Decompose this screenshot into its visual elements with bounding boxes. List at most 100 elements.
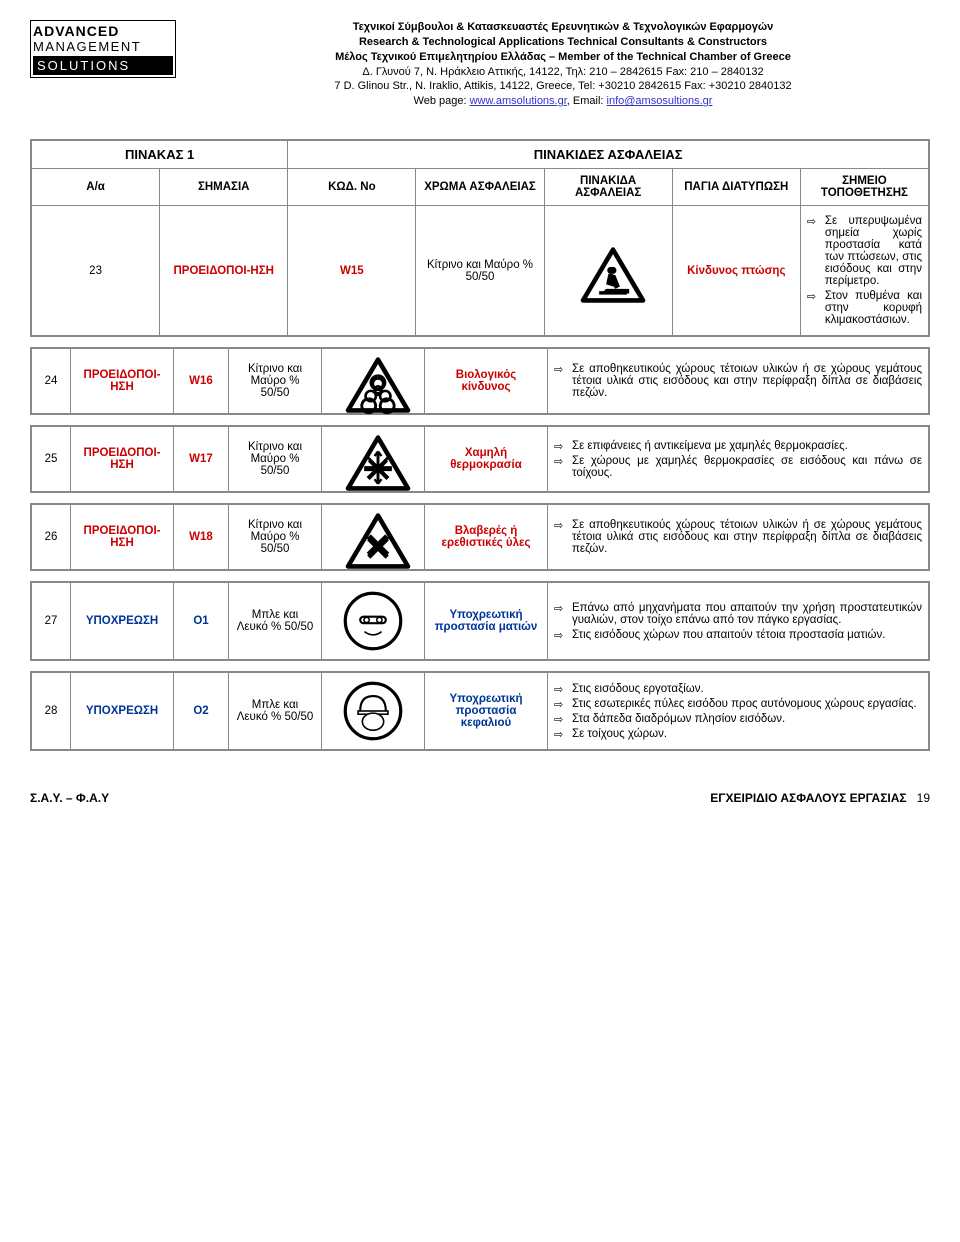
safety-sign-icon — [578, 245, 638, 297]
safety-sign-icon — [343, 433, 403, 485]
location-list: Σε αποθηκευτικούς χώρους τέτοιων υλικών … — [554, 363, 922, 399]
table-row: 24 ΠΡΟΕΙΔΟΠΟΙ-ΗΣΗ W16 Κίτρινο και Μαύρο … — [32, 349, 929, 414]
table-wrapper-top: ΠΙΝΑΚΑΣ 1 ΠΙΝΑΚΙΔΕΣ ΑΣΦΑΛΕΙΑΣ Α/α ΣΗΜΑΣΙ… — [30, 139, 930, 337]
safety-table-header: ΠΙΝΑΚΑΣ 1 ΠΙΝΑΚΙΔΕΣ ΑΣΦΑΛΕΙΑΣ Α/α ΣΗΜΑΣΙ… — [31, 140, 929, 336]
location-item: Στις εισόδους εργοταξίων. — [554, 683, 922, 695]
table-title-left: ΠΙΝΑΚΑΣ 1 — [32, 141, 288, 169]
cell-color: Κίτρινο και Μαύρο % 50/50 — [416, 206, 544, 336]
cell-location: Σε επιφάνειες ή αντικείμενα με χαμηλές θ… — [548, 427, 929, 492]
header-line5: 7 D. Glinou Str., N. Iraklio, Attikis, 1… — [334, 80, 791, 92]
location-item: Σε αποθηκευτικούς χώρους τέτοιων υλικών … — [554, 519, 922, 555]
cell-idx: 28 — [32, 673, 71, 750]
location-item: Στα δάπεδα διαδρόμων πλησίον εισόδων. — [554, 713, 922, 725]
th-pagia: ΠΑΓΙΑ ΔΙΑΤΥΠΩΣΗ — [672, 169, 800, 206]
cell-location: Επάνω από μηχανήματα που απαιτούν την χρ… — [548, 583, 929, 660]
th-xroma: ΧΡΩΜΑ ΑΣΦΑΛΕΙΑΣ — [416, 169, 544, 206]
location-item: Στον πυθμένα και στην κορυφή κλιμακοστάσ… — [807, 290, 922, 326]
table-wrapper: 28 ΥΠΟΧΡΕΩΣΗ O2 Μπλε και Λευκό % 50/50 Υ… — [30, 671, 930, 751]
table-row: 28 ΥΠΟΧΡΕΩΣΗ O2 Μπλε και Λευκό % 50/50 Υ… — [32, 673, 929, 750]
location-item: Σε υπερυψωμένα σημεία χωρίς προστασία κα… — [807, 215, 922, 287]
footer-center: ΕΓΧΕΙΡΙΔΙΟ ΑΣΦΑΛΟΥΣ ΕΡΓΑΣΙΑΣ — [710, 791, 906, 805]
header-line6c: , Email: — [567, 95, 607, 107]
cell-idx: 26 — [32, 505, 71, 570]
th-loc: ΣΗΜΕΙΟ ΤΟΠΟΘΕΤΗΣΗΣ — [800, 169, 928, 206]
cell-wording: Βλαβερές ή ερεθιστικές ύλες — [425, 505, 548, 570]
cell-code: W16 — [174, 349, 229, 414]
cell-idx: 25 — [32, 427, 71, 492]
table-row: 26 ΠΡΟΕΙΔΟΠΟΙ-ΗΣΗ W18 Κίτρινο και Μαύρο … — [32, 505, 929, 570]
cell-sign — [322, 673, 425, 750]
table-row: 25 ΠΡΟΕΙΔΟΠΟΙ-ΗΣΗ W17 Κίτρινο και Μαύρο … — [32, 427, 929, 492]
cell-meaning: ΠΡΟΕΙΔΟΠΟΙ-ΗΣΗ — [71, 349, 174, 414]
header-text-block: Τεχνικοί Σύμβουλοι & Κατασκευαστές Ερευν… — [196, 20, 930, 109]
cell-wording: Υποχρεωτική προστασία ματιών — [425, 583, 548, 660]
table-wrapper: 27 ΥΠΟΧΡΕΩΣΗ O1 Μπλε και Λευκό % 50/50 Υ… — [30, 581, 930, 661]
location-item: Σε χώρους με χαμηλές θερμοκρασίες σε εισ… — [554, 455, 922, 479]
cell-idx: 24 — [32, 349, 71, 414]
cell-wording: Κίνδυνος πτώσης — [672, 206, 800, 336]
logo-line2: MANAGEMENT — [33, 39, 173, 54]
table-wrapper: 25 ΠΡΟΕΙΔΟΠΟΙ-ΗΣΗ W17 Κίτρινο και Μαύρο … — [30, 425, 930, 493]
safety-sign-icon — [343, 511, 403, 563]
cell-idx: 23 — [32, 206, 160, 336]
header-line1: Τεχνικοί Σύμβουλοι & Κατασκευαστές Ερευν… — [353, 21, 774, 33]
page-number: 19 — [917, 791, 930, 805]
cell-code: O2 — [174, 673, 229, 750]
cell-meaning: ΥΠΟΧΡΕΩΣΗ — [71, 583, 174, 660]
location-item: Σε αποθηκευτικούς χώρους τέτοιων υλικών … — [554, 363, 922, 399]
header-line4: Δ. Γλυνού 7, Ν. Ηράκλειο Αττικής, 14122,… — [362, 66, 763, 78]
th-sim: ΣΗΜΑΣΙΑ — [160, 169, 288, 206]
table-row: 27 ΥΠΟΧΡΕΩΣΗ O1 Μπλε και Λευκό % 50/50 Υ… — [32, 583, 929, 660]
location-list: Σε αποθηκευτικούς χώρους τέτοιων υλικών … — [554, 519, 922, 555]
cell-sign — [544, 206, 672, 336]
page-footer: Σ.Α.Υ. – Φ.Α.Υ ΕΓΧΕΙΡΙΔΙΟ ΑΣΦΑΛΟΥΣ ΕΡΓΑΣ… — [30, 791, 930, 805]
logo-line3: SOLUTIONS — [33, 56, 173, 75]
th-idx: Α/α — [32, 169, 160, 206]
location-item: Επάνω από μηχανήματα που απαιτούν την χρ… — [554, 602, 922, 626]
cell-location: Σε υπερυψωμένα σημεία χωρίς προστασία κα… — [800, 206, 928, 336]
th-pin: ΠΙΝΑΚΙΔΑ ΑΣΦΑΛΕΙΑΣ — [544, 169, 672, 206]
cell-color: Κίτρινο και Μαύρο % 50/50 — [229, 505, 322, 570]
th-kod: ΚΩΔ. No — [288, 169, 416, 206]
cell-code: W15 — [288, 206, 416, 336]
safety-table-row: 28 ΥΠΟΧΡΕΩΣΗ O2 Μπλε και Λευκό % 50/50 Υ… — [31, 672, 929, 750]
safety-table-row: 24 ΠΡΟΕΙΔΟΠΟΙ-ΗΣΗ W16 Κίτρινο και Μαύρο … — [31, 348, 929, 414]
cell-location: Στις εισόδους εργοταξίων. Στις εσωτερικές… — [548, 673, 929, 750]
cell-sign — [322, 349, 425, 414]
header-email[interactable]: info@amsosultions.gr — [607, 95, 713, 107]
cell-location: Σε αποθηκευτικούς χώρους τέτοιων υλικών … — [548, 349, 929, 414]
header-line3: Μέλος Τεχνικού Επιμελητηρίου Ελλάδας – M… — [335, 51, 791, 63]
table-row: 23 ΠΡΟΕΙΔΟΠΟΙ-ΗΣΗ W15 Κίτρινο και Μαύρο … — [32, 206, 929, 336]
location-item: Στις εσωτερικές πύλες εισόδου προς αυτόν… — [554, 698, 922, 710]
cell-sign — [322, 505, 425, 570]
footer-left: Σ.Α.Υ. – Φ.Α.Υ — [30, 791, 109, 805]
safety-table-row: 27 ΥΠΟΧΡΕΩΣΗ O1 Μπλε και Λευκό % 50/50 Υ… — [31, 582, 929, 660]
location-list: Στις εισόδους εργοταξίων. Στις εσωτερικές… — [554, 683, 922, 740]
cell-meaning: ΥΠΟΧΡΕΩΣΗ — [71, 673, 174, 750]
safety-table-row: 26 ΠΡΟΕΙΔΟΠΟΙ-ΗΣΗ W18 Κίτρινο και Μαύρο … — [31, 504, 929, 570]
page-header: ADVANCED MANAGEMENT SOLUTIONS Τεχνικοί Σ… — [30, 20, 930, 109]
cell-sign — [322, 583, 425, 660]
cell-code: O1 — [174, 583, 229, 660]
location-item: Σε τοίχους χώρων. — [554, 728, 922, 740]
cell-color: Μπλε και Λευκό % 50/50 — [229, 673, 322, 750]
location-item: Στις εισόδους χώρων που απαιτούν τέτοια … — [554, 629, 922, 641]
header-line2: Research & Technological Applications Te… — [359, 36, 767, 48]
cell-color: Κίτρινο και Μαύρο % 50/50 — [229, 349, 322, 414]
cell-meaning: ΠΡΟΕΙΔΟΠΟΙ-ΗΣΗ — [71, 505, 174, 570]
safety-sign-icon — [328, 679, 418, 743]
header-web[interactable]: www.amsolutions.gr — [470, 95, 567, 107]
cell-location: Σε αποθηκευτικούς χώρους τέτοιων υλικών … — [548, 505, 929, 570]
table-title-right: ΠΙΝΑΚΙΔΕΣ ΑΣΦΑΛΕΙΑΣ — [288, 141, 929, 169]
location-list: Σε επιφάνειες ή αντικείμενα με χαμηλές θ… — [554, 440, 922, 479]
cell-meaning: ΠΡΟΕΙΔΟΠΟΙ-ΗΣΗ — [160, 206, 288, 336]
cell-color: Κίτρινο και Μαύρο % 50/50 — [229, 427, 322, 492]
header-line6a: Web page: — [414, 95, 470, 107]
cell-color: Μπλε και Λευκό % 50/50 — [229, 583, 322, 660]
location-list: Επάνω από μηχανήματα που απαιτούν την χρ… — [554, 602, 922, 641]
safety-table-row: 25 ΠΡΟΕΙΔΟΠΟΙ-ΗΣΗ W17 Κίτρινο και Μαύρο … — [31, 426, 929, 492]
cell-wording: Χαμηλή θερμοκρασία — [425, 427, 548, 492]
logo-line1: ADVANCED — [33, 23, 173, 39]
location-list: Σε υπερυψωμένα σημεία χωρίς προστασία κα… — [807, 215, 922, 326]
cell-wording: Βιολογικός κίνδυνος — [425, 349, 548, 414]
